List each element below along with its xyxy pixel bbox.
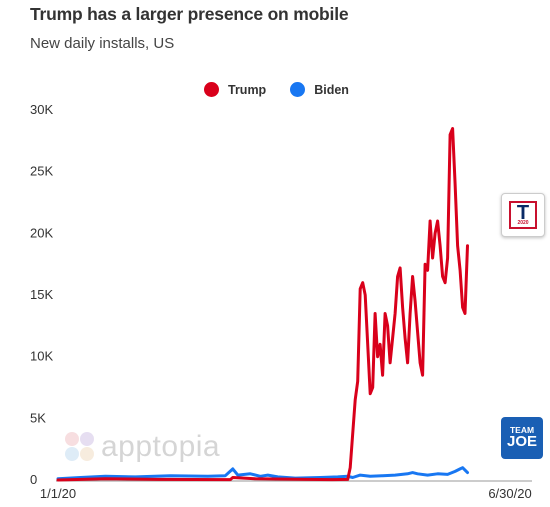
series-line-trump: [56, 127, 469, 482]
y-tick-label: 0: [30, 472, 37, 487]
biden-badge-line1: TEAM: [509, 425, 535, 435]
chart-subtitle: New daily installs, US: [30, 35, 175, 52]
y-tick-label: 15K: [30, 287, 53, 302]
y-tick-label: 20K: [30, 225, 53, 240]
y-tick-label: 10K: [30, 349, 53, 364]
apptopia-watermark: apptopia: [65, 430, 220, 464]
trump-2020-badge-icon: T 2020: [501, 193, 545, 237]
trump-badge-year: 2020: [517, 220, 529, 226]
chart-title: Trump has a larger presence on mobile: [30, 4, 349, 24]
y-tick-label: 25K: [30, 164, 53, 179]
trump-badge-letter: T: [516, 202, 530, 224]
legend-item-trump[interactable]: Trump: [204, 82, 266, 97]
y-tick-label: 30K: [30, 102, 53, 117]
x-axis: 1/1/20 6/30/20: [40, 480, 532, 501]
watermark-text: apptopia: [101, 430, 221, 463]
legend-swatch-trump: [204, 82, 219, 97]
legend-label-trump: Trump: [228, 82, 267, 97]
series-line-biden: [56, 466, 469, 481]
biden-badge-line2: JOE: [506, 433, 537, 450]
x-tick-label: 6/30/20: [488, 486, 531, 501]
x-tick-label: 1/1/20: [40, 486, 76, 501]
series-layer: [56, 127, 469, 482]
y-axis: 0 5K 10K 15K 20K 25K 30K: [30, 102, 53, 487]
y-tick-label: 5K: [30, 410, 46, 425]
apptopia-logo-icon: [65, 432, 95, 462]
team-joe-badge-icon: TEAM JOE: [501, 417, 543, 459]
legend-label-biden: Biden: [314, 82, 349, 97]
legend: Trump Biden: [204, 82, 373, 97]
legend-swatch-biden: [290, 82, 306, 97]
legend-item-biden[interactable]: Biden: [290, 82, 349, 97]
